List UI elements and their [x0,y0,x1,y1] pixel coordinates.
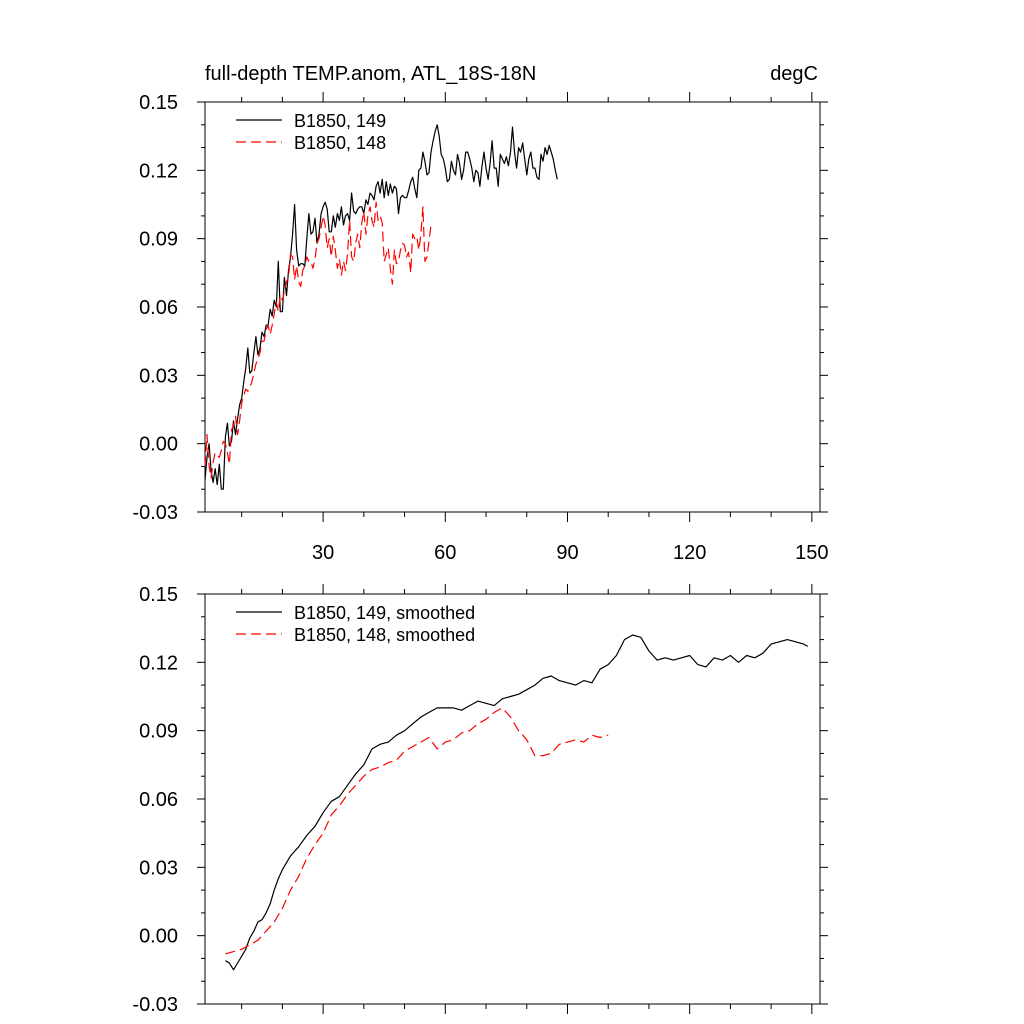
chart-title: full-depth TEMP.anom, ATL_18S-18N [205,63,536,85]
y-tick-label: 0.15 [139,584,178,606]
y-tick-label: 0.00 [139,434,178,456]
y-tick-label: 0.06 [139,789,178,811]
y-tick-label: -0.03 [132,502,178,524]
series-line-1 [204,124,558,490]
y-tick-label: 0.03 [139,365,178,387]
x-tick-label: 120 [673,542,706,564]
legend-label-2: B1850, 148, smoothed [294,625,475,645]
series-line-1 [225,634,809,971]
y-tick-label: 0.09 [139,721,178,743]
y-tick-label: 0.03 [139,857,178,879]
chart-panel-2: -0.03 0.00 0.03 0.06 0.09 0.12 0.15 B1850, 149,… [132,584,828,1016]
series-line-2 [225,707,609,955]
legend-label-1: B1850, 149, smoothed [294,603,475,623]
chart-panel-1: -0.03 0.00 0.03 0.06 0.09 0.12 0.15 30 60 90 120 15… [132,63,828,564]
y-tick-label: 0.12 [139,652,178,674]
x-tick-label: 90 [556,542,578,564]
y-tick-label: 0.12 [139,160,178,182]
y-tick-label: 0.00 [139,926,178,948]
legend-label-2: B1850, 148 [294,133,386,153]
y-tick-label: 0.09 [139,229,178,251]
y-tick-label: 0.06 [139,297,178,319]
x-tick-label: 150 [795,542,828,564]
plot-frame [204,101,821,513]
x-tick-label: 60 [434,542,456,564]
plot-frame [204,593,821,1005]
units-label: degC [770,63,818,85]
series-line-2 [204,201,432,479]
y-tick-label: -0.03 [132,994,178,1016]
y-tick-label: 0.15 [139,92,178,114]
legend-label-1: B1850, 149 [294,111,386,131]
x-tick-label: 30 [312,542,334,564]
